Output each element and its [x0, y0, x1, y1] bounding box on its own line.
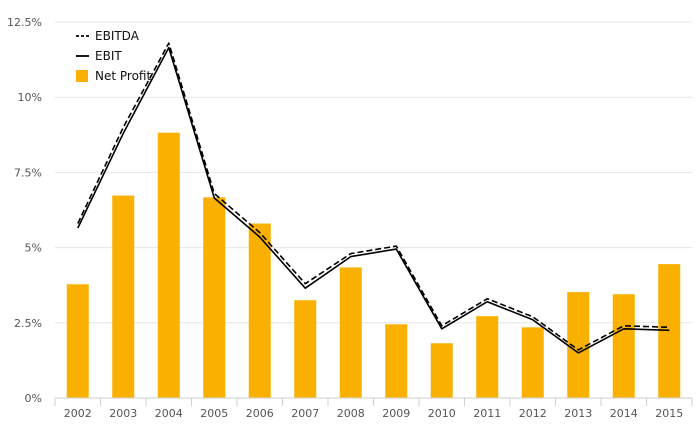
- legend-label: EBIT: [95, 49, 122, 63]
- x-tick-label: 2009: [382, 407, 410, 420]
- x-tick-label: 2011: [473, 407, 501, 420]
- net-profit-bar: [203, 197, 226, 398]
- net-profit-bar: [385, 324, 408, 398]
- ebit-line: [77, 46, 670, 354]
- net-profit-bar: [612, 294, 635, 398]
- net-profit-bar: [66, 284, 89, 398]
- net-profit-bar: [294, 300, 317, 398]
- y-tick-label: 12.5%: [7, 16, 42, 29]
- net-profit-bar: [339, 267, 362, 398]
- y-tick-label: 10%: [18, 91, 42, 104]
- x-tick-label: 2002: [64, 407, 92, 420]
- x-tick-label: 2008: [337, 407, 365, 420]
- y-tick-label: 5%: [25, 242, 42, 255]
- ebitda-line: [77, 42, 670, 351]
- net-profit-bar: [521, 327, 544, 398]
- gridlines: [55, 21, 692, 324]
- x-tick-label: 2003: [109, 407, 137, 420]
- line-series: [77, 42, 670, 354]
- y-tick-label: 7.5%: [14, 166, 42, 179]
- net-profit-bar: [430, 343, 453, 398]
- x-tick-label: 2013: [564, 407, 592, 420]
- y-tick-label: 2.5%: [14, 317, 42, 330]
- legend-swatch: [76, 70, 88, 82]
- net-profit-bar: [567, 292, 590, 398]
- axes: 0% 2.5% 5% 7.5% 10% 12.5% 2002 2003 2004 2005 2006…: [7, 16, 693, 420]
- y-tick-label: 0%: [25, 392, 42, 405]
- x-tick-label: 2005: [200, 407, 228, 420]
- x-tick-label: 2015: [655, 407, 683, 420]
- net-profit-bars: [66, 132, 681, 398]
- x-tick-label: 2010: [428, 407, 456, 420]
- legend: EBITDA EBIT Net Profit: [76, 29, 151, 83]
- net-profit-bar: [476, 316, 499, 398]
- x-tick-label: 2006: [246, 407, 274, 420]
- x-tick-label: 2004: [155, 407, 183, 420]
- x-tick-label: 2007: [291, 407, 319, 420]
- net-profit-bar: [157, 132, 180, 398]
- x-tick-label: 2012: [519, 407, 547, 420]
- net-profit-bar: [248, 223, 271, 398]
- legend-label: Net Profit: [95, 69, 151, 83]
- legend-label: EBITDA: [95, 29, 140, 43]
- x-tick-label: 2014: [610, 407, 638, 420]
- net-profit-bar: [112, 195, 135, 398]
